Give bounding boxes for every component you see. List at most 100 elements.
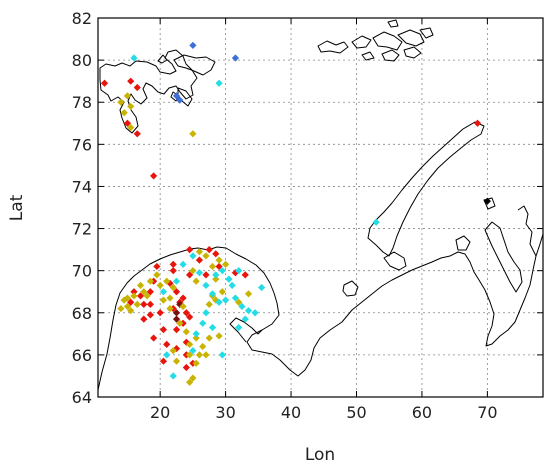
station-marker-red bbox=[473, 119, 482, 127]
station-marker-olive bbox=[244, 290, 253, 298]
station-marker-olive bbox=[179, 302, 187, 311]
station-marker-olive bbox=[156, 281, 164, 290]
bely-island bbox=[483, 197, 496, 210]
y-tick-label: 64 bbox=[72, 388, 92, 407]
station-marker-red bbox=[127, 298, 135, 306]
station-marker-olive bbox=[133, 300, 141, 308]
station-marker-olive bbox=[182, 328, 190, 336]
station-marker-cyan bbox=[235, 267, 243, 275]
station-marker-red bbox=[146, 300, 154, 308]
y-tick-label: 68 bbox=[72, 304, 92, 323]
station-marker-olive bbox=[146, 277, 154, 285]
station-marker-olive bbox=[127, 102, 135, 111]
station-marker-cyan bbox=[238, 302, 246, 311]
x-tick-label: 60 bbox=[412, 403, 432, 422]
station-marker-red bbox=[159, 326, 168, 334]
station-marker-olive bbox=[153, 271, 161, 279]
station-marker-cyan bbox=[159, 288, 168, 296]
station-marker-olive bbox=[120, 109, 128, 117]
station-marker-olive bbox=[186, 340, 194, 348]
station-marker-olive bbox=[189, 374, 197, 382]
station-marker-blue bbox=[172, 92, 181, 100]
y-tick-label: 76 bbox=[72, 135, 92, 154]
station-marker-red bbox=[179, 294, 187, 302]
station-marker-olive bbox=[202, 252, 210, 260]
station-marker-cyan bbox=[169, 372, 177, 380]
x-tick-label: 70 bbox=[477, 403, 497, 422]
station-marker-red bbox=[159, 357, 168, 365]
y-tick-label: 80 bbox=[72, 51, 92, 70]
station-marker-red bbox=[140, 315, 148, 323]
station-marker-olive bbox=[205, 300, 213, 308]
station-marker-red bbox=[133, 130, 141, 138]
station-marker-red bbox=[146, 311, 154, 319]
station-marker-olive bbox=[143, 292, 151, 300]
vaygach-island bbox=[455, 235, 471, 251]
station-marker-cyan bbox=[192, 330, 200, 338]
station-marker-olive bbox=[136, 281, 145, 290]
station-marker-olive bbox=[123, 302, 132, 311]
station-marker-olive bbox=[166, 294, 174, 302]
station-marker-red bbox=[156, 309, 164, 317]
station-marker-olive bbox=[159, 296, 168, 304]
station-marker-red bbox=[133, 83, 141, 92]
station-marker-red bbox=[202, 271, 210, 279]
station-marker-olive bbox=[189, 130, 197, 138]
station-marker-red bbox=[172, 288, 181, 296]
x-tick-label: 50 bbox=[346, 403, 366, 422]
station-marker-blue bbox=[189, 41, 197, 49]
station-marker-red bbox=[123, 119, 132, 127]
station-marker-olive bbox=[189, 267, 197, 275]
station-marker-olive bbox=[117, 98, 125, 106]
station-marker-olive bbox=[215, 332, 223, 340]
station-marker-olive bbox=[222, 260, 230, 268]
station-marker-cyan bbox=[215, 298, 223, 306]
station-marker-red bbox=[169, 267, 177, 275]
station-marker-red bbox=[241, 271, 249, 279]
yamal-peninsula bbox=[484, 221, 523, 293]
station-marker-olive bbox=[235, 298, 243, 306]
station-marker-olive bbox=[127, 307, 135, 315]
station-marker-olive bbox=[117, 304, 125, 313]
y-tick-label: 70 bbox=[72, 262, 92, 281]
station-marker-olive bbox=[192, 277, 200, 285]
station-markers bbox=[100, 41, 491, 386]
x-tick-label: 30 bbox=[215, 403, 235, 422]
station-marker-red bbox=[195, 256, 204, 264]
station-marker-cyan bbox=[241, 315, 249, 323]
station-marker-olive bbox=[169, 347, 177, 355]
station-marker-cyan bbox=[372, 218, 380, 226]
station-marker-cyan bbox=[179, 260, 187, 268]
kolguev-island bbox=[342, 280, 359, 297]
novaya-zemlya-coastline bbox=[367, 121, 485, 257]
y-tick-label: 78 bbox=[72, 93, 92, 112]
station-marker-olive bbox=[195, 248, 204, 256]
station-marker-red bbox=[163, 340, 171, 348]
station-marker-darkred bbox=[172, 315, 181, 323]
station-marker-red bbox=[146, 288, 154, 296]
station-marker-cyan bbox=[222, 296, 230, 304]
gydan-coastline bbox=[517, 205, 537, 257]
mainland-coastline bbox=[98, 233, 543, 391]
station-marker-blue bbox=[231, 54, 240, 62]
white-sea-coastline bbox=[229, 317, 263, 343]
station-marker-cyan bbox=[235, 323, 243, 332]
station-marker-olive bbox=[192, 334, 200, 342]
station-marker-olive bbox=[186, 351, 194, 359]
y-tick-label: 72 bbox=[72, 220, 92, 239]
station-marker-cyan bbox=[202, 281, 210, 290]
svalbard-coastline bbox=[99, 49, 198, 134]
station-marker-olive bbox=[195, 351, 204, 359]
station-marker-red bbox=[150, 172, 158, 180]
station-marker-darkred bbox=[172, 309, 181, 317]
station-marker-cyan bbox=[208, 323, 217, 332]
station-marker-cyan bbox=[189, 252, 197, 260]
station-marker-olive bbox=[205, 334, 213, 342]
station-marker-red bbox=[172, 326, 181, 334]
station-marker-olive bbox=[123, 294, 132, 302]
station-marker-olive bbox=[202, 351, 210, 359]
station-marker-cyan bbox=[228, 281, 236, 290]
novaya-zemlya-south bbox=[383, 251, 407, 271]
